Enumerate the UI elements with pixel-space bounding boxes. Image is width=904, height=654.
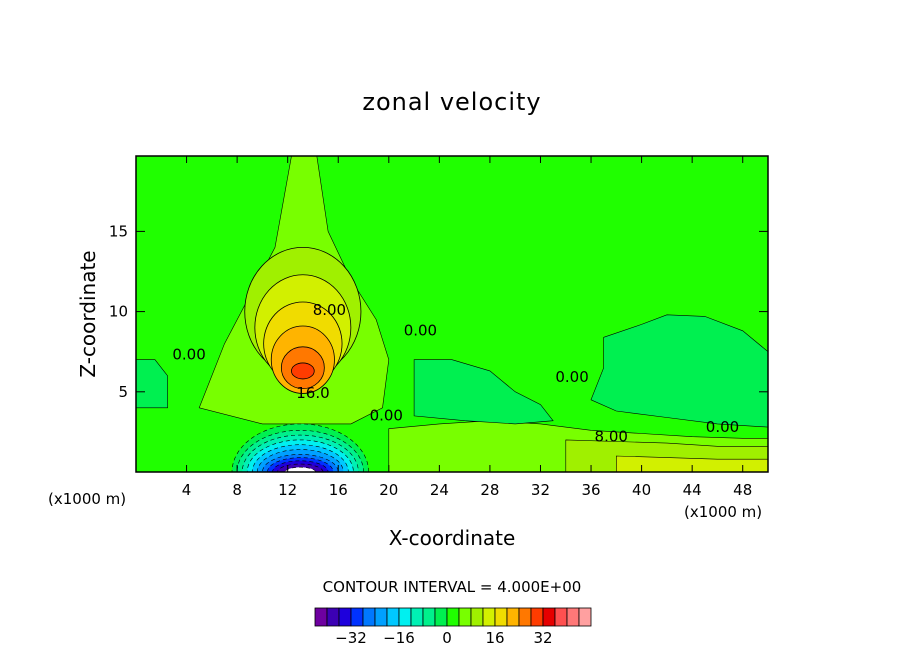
contour-label: 0.00 <box>370 407 403 425</box>
x-tick-label: 32 <box>531 481 550 499</box>
colorbar-tick-label: 16 <box>485 629 504 647</box>
x-tick-label: 36 <box>581 481 600 499</box>
x-tick-label: 44 <box>683 481 702 499</box>
plot-frame <box>135 155 769 473</box>
colorbar-swatch <box>470 607 484 627</box>
reverse-flow-contour <box>284 466 316 472</box>
contour-label: 8.00 <box>313 301 346 319</box>
colorbar-tick-label: 32 <box>533 629 552 647</box>
colorbar-tick-label: −16 <box>383 629 415 647</box>
x-tick-label: 4 <box>182 481 192 499</box>
contour-label: 0.00 <box>404 322 437 340</box>
colorbar-swatch <box>542 607 556 627</box>
colorbar-swatch <box>446 607 460 627</box>
y-axis: 5 10 15 <box>109 222 768 401</box>
contour-region <box>590 314 768 428</box>
colorbar-swatch <box>530 607 544 627</box>
jet-contour <box>291 362 315 380</box>
colorbar-swatch <box>434 607 448 627</box>
colorbar-swatch <box>506 607 520 627</box>
x-tick-label: 16 <box>329 481 348 499</box>
x-axis-label: X-coordinate <box>388 526 516 550</box>
colorbar-swatch <box>338 607 352 627</box>
y-tick-label: 10 <box>109 303 128 321</box>
x-tick-label: 8 <box>232 481 242 499</box>
contour-region <box>413 359 554 425</box>
contour-label: 16.0 <box>296 384 329 402</box>
colorbar-swatch <box>314 607 328 627</box>
colorbar-swatch <box>578 607 592 627</box>
colorbar-swatch <box>554 607 568 627</box>
x-tick-label: 12 <box>278 481 297 499</box>
x-tick-label: 48 <box>733 481 752 499</box>
colorbar-tick-label: −32 <box>335 629 367 647</box>
colorbar-tick-label: 0 <box>442 629 452 647</box>
x-tick-label: 24 <box>430 481 449 499</box>
y-tick-label: 15 <box>109 222 128 240</box>
contour-interval-label: CONTOUR INTERVAL = 4.000E+00 <box>322 578 582 596</box>
x-tick-label: 28 <box>480 481 499 499</box>
colorbar-swatch <box>494 607 508 627</box>
x-unit-left: (x1000 m) <box>48 490 127 508</box>
y-tick-label: 5 <box>118 383 128 401</box>
x-tick-label: 20 <box>379 481 398 499</box>
colorbar-swatch <box>566 607 580 627</box>
colorbar-swatch <box>458 607 472 627</box>
colorbar-swatch <box>410 607 424 627</box>
contour-label: 0.00 <box>172 346 205 364</box>
contour-region <box>615 455 768 472</box>
contour-label: 8.00 <box>595 428 628 446</box>
x-axis: 4 8 12 16 20 24 28 32 36 40 44 48 <box>182 156 752 499</box>
x-unit-right: (x1000 m) <box>684 503 763 521</box>
colorbar-swatch <box>398 607 412 627</box>
colorbar-swatch <box>362 607 376 627</box>
colorbar-swatch <box>374 607 388 627</box>
filled-contours <box>136 156 768 472</box>
colorbar-swatch <box>482 607 496 627</box>
colorbar-swatch <box>350 607 364 627</box>
colorbar: −32 −16 0 16 32 <box>314 607 592 647</box>
contour-region <box>136 359 168 409</box>
y-axis-label: Z-coordinate <box>76 250 100 378</box>
x-tick-label: 40 <box>632 481 651 499</box>
colorbar-swatch <box>422 607 436 627</box>
colorbar-swatch <box>386 607 400 627</box>
colorbar-swatch <box>326 607 340 627</box>
contour-labels: 8.00 16.0 0.00 0.00 0.00 0.00 8.00 0.00 <box>172 301 739 446</box>
contour-label: 0.00 <box>555 368 588 386</box>
contour-label: 0.00 <box>706 418 739 436</box>
colorbar-swatch <box>518 607 532 627</box>
chart-title: zonal velocity <box>362 88 542 116</box>
